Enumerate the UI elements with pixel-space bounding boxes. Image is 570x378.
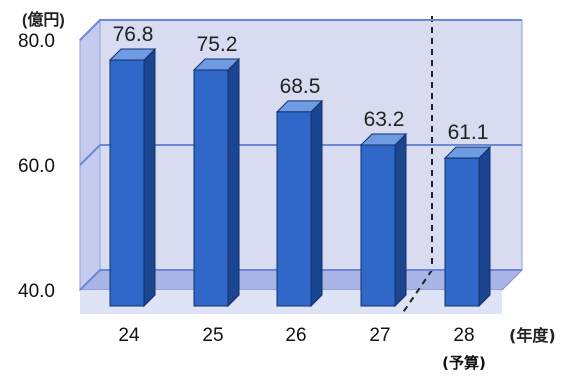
bar-side [227, 57, 240, 308]
bar-value-label: 76.8 [113, 23, 154, 46]
x-axis: 24 25 26 27 28 (予算) (年度) [118, 325, 555, 372]
bar-front [109, 59, 145, 307]
x-tick-label: 27 [369, 325, 390, 346]
bar-front [444, 157, 480, 307]
bar-side [143, 47, 156, 308]
x-unit-label: (年度) [509, 326, 556, 345]
forecast-separator-floor [401, 269, 433, 315]
bar-value-label: 61.1 [448, 121, 489, 144]
bar-value-label: 75.2 [197, 33, 238, 56]
y-tick-label: 80.0 [18, 31, 55, 52]
bar-side [310, 99, 323, 308]
bar-side [478, 145, 491, 308]
bar-value-label: 63.2 [364, 108, 405, 131]
bar: 75.2 [192, 33, 241, 308]
x-tick-label: 24 [118, 325, 140, 346]
bar: 63.2 [359, 108, 408, 308]
gridline [79, 19, 522, 41]
bar-side [394, 132, 407, 308]
bar-front [193, 69, 229, 307]
y-tick-label: 60.0 [18, 156, 55, 177]
bar-front [360, 144, 396, 307]
x-tick-label: 26 [285, 325, 306, 346]
bar: 68.5 [275, 75, 324, 308]
bar: 76.8 [108, 23, 157, 308]
y-unit-label: (億円) [22, 12, 65, 29]
x-tick-sublabel: (予算) [442, 354, 486, 372]
bar-front [276, 111, 312, 307]
x-tick-label: 25 [202, 325, 223, 346]
bar-value-label: 68.5 [280, 75, 321, 98]
y-tick-label: 40.0 [18, 281, 55, 302]
bar: 61.1 [443, 121, 492, 308]
bars: 76.8 75.2 68.5 63.2 61.1 [108, 23, 492, 308]
x-tick-label: 28 [453, 325, 474, 346]
